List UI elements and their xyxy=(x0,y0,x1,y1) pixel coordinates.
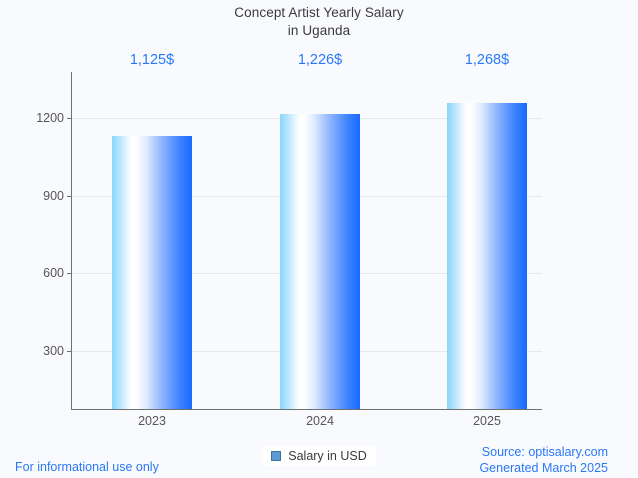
y-tick-mark-900 xyxy=(67,196,72,197)
chart-title: Concept Artist Yearly Salary in Uganda xyxy=(0,4,638,40)
plot-area xyxy=(72,72,542,409)
source-line: Source: optisalary.com xyxy=(481,445,608,459)
generated-date-line: Generated March 2025 xyxy=(479,460,608,475)
legend-item-label: Salary in USD xyxy=(288,449,367,463)
y-tick-mark-600 xyxy=(67,273,72,274)
y-axis-tick-label: 1200 xyxy=(36,111,64,125)
bar-2024[interactable] xyxy=(280,114,360,409)
bar-value-label-2023: 1,125$ xyxy=(129,52,175,68)
legend-item-salary-in-usd[interactable]: Salary in USD xyxy=(262,446,376,466)
chart-legend: Salary in USD xyxy=(0,446,638,466)
bar-value-label-2024: 1,226$ xyxy=(297,52,343,68)
y-axis-tick-label: 300 xyxy=(43,344,64,358)
chart-title-line-2: in Uganda xyxy=(287,23,351,38)
y-axis-tick-label: 600 xyxy=(43,266,64,280)
legend-swatch-icon xyxy=(271,451,282,461)
x-axis-tick-label-2024: 2024 xyxy=(306,414,334,428)
disclaimer-text: For informational use only xyxy=(15,460,159,474)
chart-title-line-1: Concept Artist Yearly Salary xyxy=(234,5,404,20)
bar-value-label-2025: 1,268$ xyxy=(464,52,510,68)
y-axis-line xyxy=(71,72,73,410)
y-tick-mark-1200 xyxy=(67,118,72,119)
x-axis-tick-label-2025: 2025 xyxy=(473,414,501,428)
x-axis-tick-label-2023: 2023 xyxy=(138,414,166,428)
x-axis-line xyxy=(71,409,542,411)
bar-2025[interactable] xyxy=(447,103,527,409)
y-axis-tick-label: 900 xyxy=(43,189,64,203)
source-attribution: Source: optisalary.com Generated March 2… xyxy=(479,445,608,476)
y-tick-mark-300 xyxy=(67,351,72,352)
bar-2023[interactable] xyxy=(112,136,192,409)
